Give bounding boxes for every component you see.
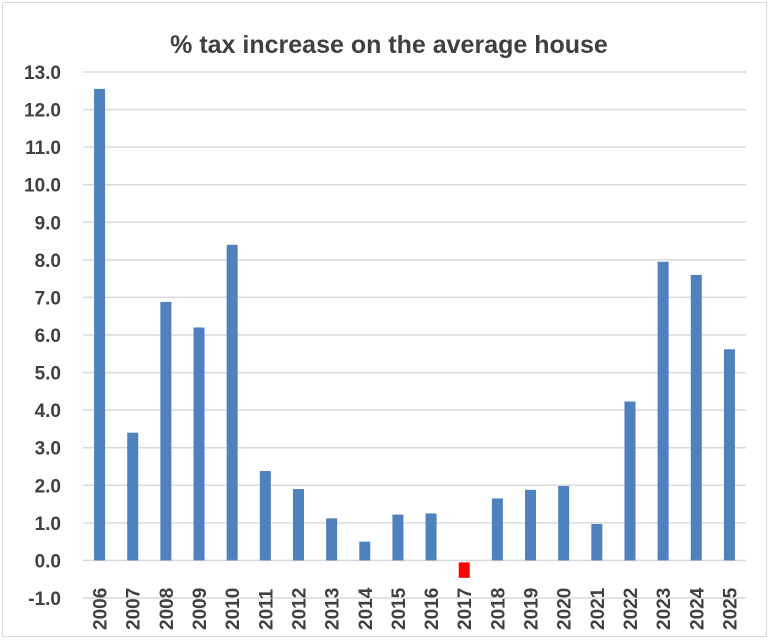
y-tick-label: 13.0 [24,63,61,84]
x-tick-label: 2019 [522,588,543,630]
y-tick-label: 12.0 [24,101,61,122]
y-tick-label: 5.0 [35,364,61,385]
x-tick-label: 2007 [124,588,145,630]
y-tick-label: 9.0 [35,213,61,234]
bar-2006 [94,88,106,561]
x-tick-label: 2014 [356,587,377,630]
x-tick-label: 2025 [720,587,741,630]
y-tick-label: 6.0 [35,326,61,347]
bar-2010 [226,244,238,561]
y-tick-label: -1.0 [28,589,61,610]
bar-2008 [160,301,172,561]
y-tick-label: 10.0 [24,176,61,197]
x-tick-label: 2022 [621,588,642,630]
bar-2025 [723,349,735,561]
bar-2011 [259,471,271,561]
y-tick-label: 2.0 [35,476,61,497]
y-tick-label: 1.0 [35,514,61,535]
bar-2012 [292,489,304,561]
bar-2020 [558,486,570,561]
x-tick-label: 2016 [422,588,443,630]
gridlines [83,71,746,599]
bar-2022 [624,401,636,561]
bar-2019 [525,489,537,561]
bar-2007 [127,432,139,561]
bar-2018 [491,498,503,561]
x-tick-label: 2018 [488,588,509,630]
bar-2015 [392,514,404,561]
x-axis-tick-labels: 2006 2007 2008 2009 2010 2011 2012 2013 2014 2015… [91,587,742,630]
bars [94,88,735,578]
bar-2024 [690,274,702,561]
y-tick-label: 11.0 [25,138,61,159]
bar-2016 [425,513,437,561]
x-tick-label: 2012 [289,588,310,630]
y-tick-label: 4.0 [35,401,61,422]
bar-2014 [359,541,371,561]
chart-title: % tax increase on the average house [170,31,608,59]
y-tick-label: 3.0 [35,439,61,460]
y-tick-label: 8.0 [35,251,61,272]
x-tick-label: 2017 [455,588,476,630]
bar-2009 [193,327,205,561]
x-tick-label: 2009 [190,588,211,630]
x-tick-label: 2006 [91,588,112,630]
x-tick-label: 2024 [687,587,708,630]
x-tick-label: 2010 [223,588,244,630]
x-tick-label: 2013 [323,588,344,630]
x-tick-label: 2021 [588,587,609,630]
y-tick-label: 7.0 [35,288,61,309]
bar-2013 [326,518,338,561]
y-axis-tick-labels: -1.0 0.0 1.0 2.0 3.0 4.0 5.0 6.0 7.0 8.0 9.0 10.0 11… [24,63,61,610]
bar-2023 [657,261,669,561]
bar-2017 [458,562,470,578]
bar-2021 [591,523,603,561]
x-tick-label: 2015 [389,587,410,630]
y-tick-label: 0.0 [35,551,61,572]
x-tick-label: 2020 [555,588,576,630]
x-tick-label: 2011 [256,588,277,630]
x-tick-label: 2023 [654,588,675,630]
x-tick-label: 2008 [157,588,178,630]
